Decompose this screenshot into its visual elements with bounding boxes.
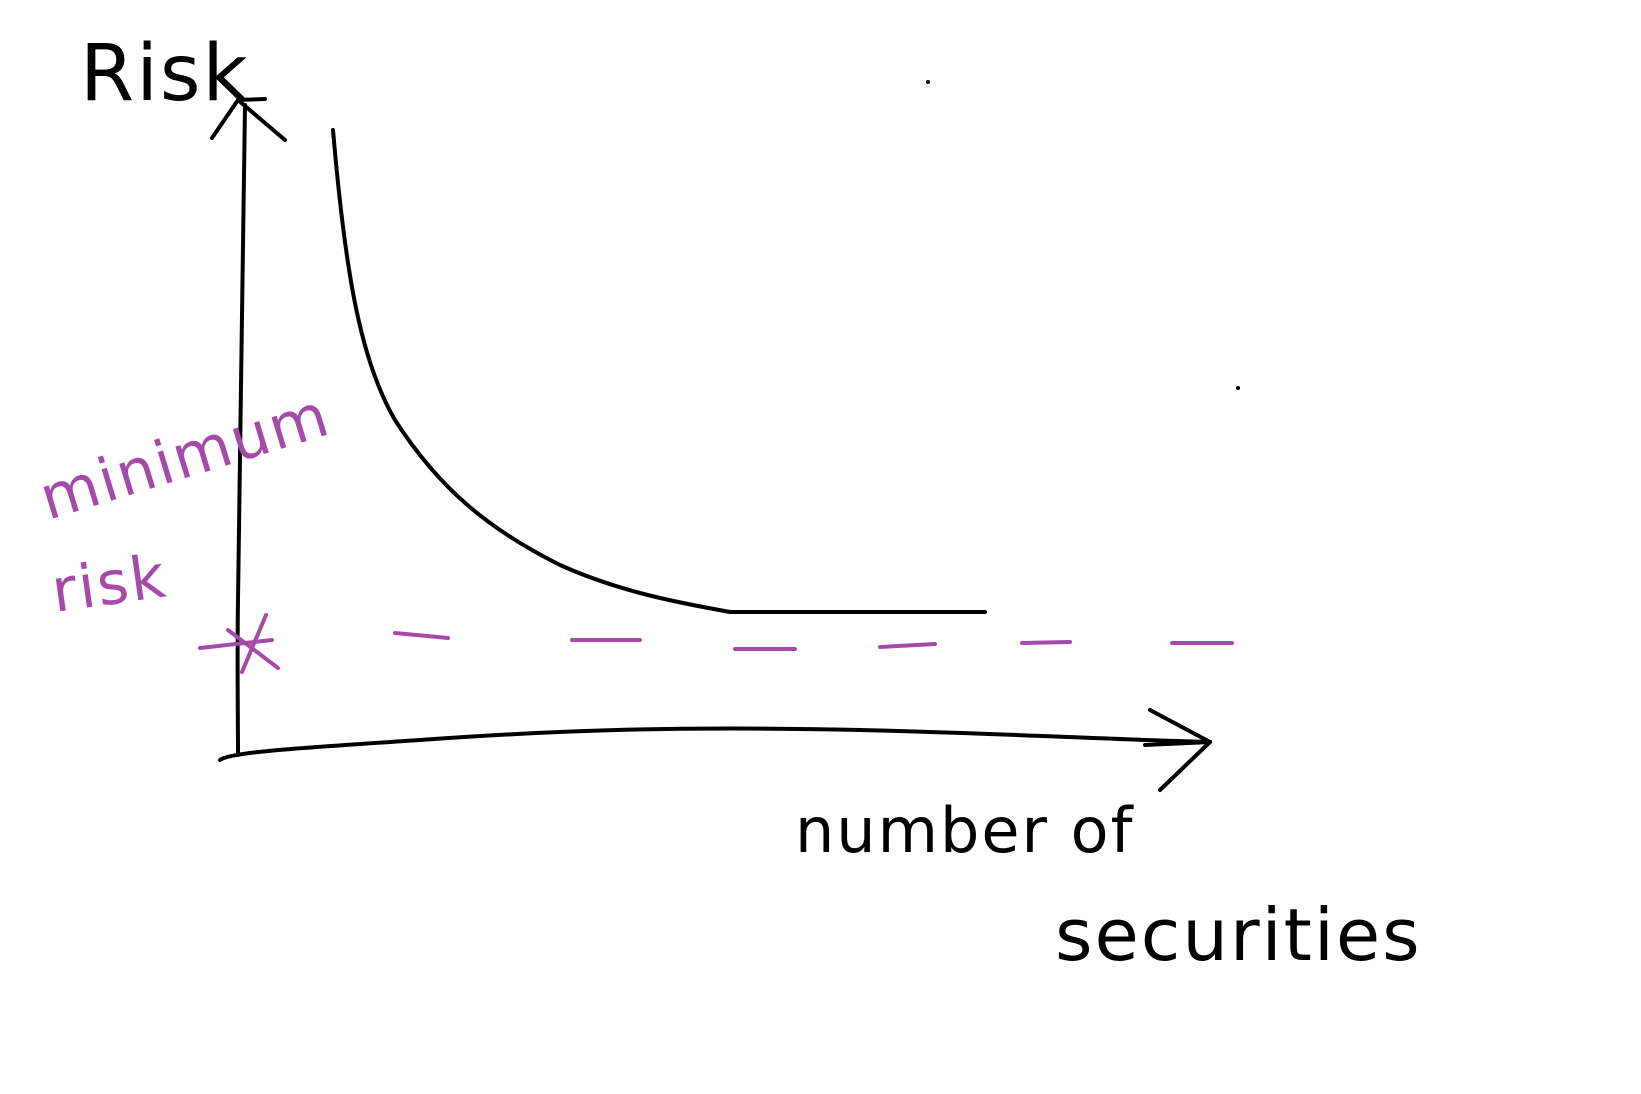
minimum-risk-marker <box>198 613 280 674</box>
x-axis-arrowhead <box>1143 740 1212 792</box>
x-axis-label-line1: number of <box>795 794 1135 867</box>
x-axis-arrowhead-top <box>1148 708 1212 744</box>
x-axis-label-line2: securities <box>1055 893 1422 977</box>
stray-dot <box>926 80 930 84</box>
stray-dot <box>1236 386 1240 390</box>
x-axis <box>218 726 1212 762</box>
y-axis-arrowhead-tick <box>236 97 267 102</box>
y-axis-label: Risk <box>80 29 250 119</box>
risk-curve <box>331 128 987 614</box>
minimum-risk-dashed-line <box>393 631 1234 651</box>
y-axis <box>235 103 247 757</box>
minimum-risk-label-line2: risk <box>47 541 171 626</box>
minimum-risk-label-line1: minimum <box>32 380 338 534</box>
